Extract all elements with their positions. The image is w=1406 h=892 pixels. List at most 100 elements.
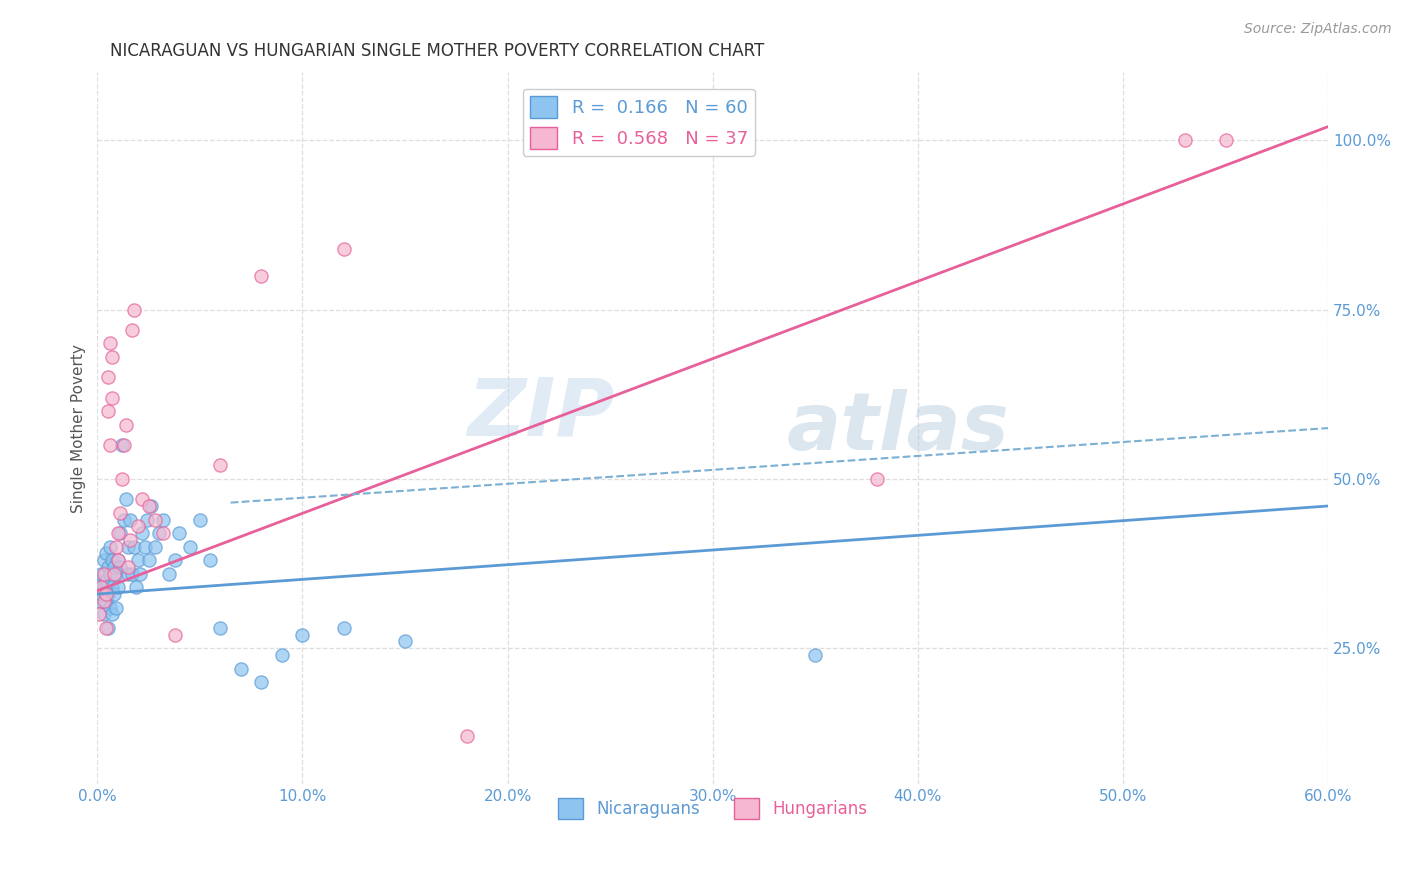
Legend: Nicaraguans, Hungarians: Nicaraguans, Hungarians <box>551 791 873 825</box>
Point <box>179 540 201 554</box>
Point <box>127 519 149 533</box>
Point <box>104 540 127 554</box>
Point <box>108 506 131 520</box>
Point <box>165 628 187 642</box>
Point <box>291 628 314 642</box>
Point <box>112 512 135 526</box>
Point <box>138 553 160 567</box>
Point <box>115 492 138 507</box>
Point <box>104 566 127 581</box>
Text: NICARAGUAN VS HUNGARIAN SINGLE MOTHER POVERTY CORRELATION CHART: NICARAGUAN VS HUNGARIAN SINGLE MOTHER PO… <box>110 42 763 60</box>
Point <box>188 512 211 526</box>
Point <box>131 526 153 541</box>
Text: Source: ZipAtlas.com: Source: ZipAtlas.com <box>1244 22 1392 37</box>
Point <box>107 526 129 541</box>
Point <box>394 634 416 648</box>
Point <box>93 607 115 622</box>
Point <box>98 336 121 351</box>
Point <box>127 553 149 567</box>
Point <box>148 526 170 541</box>
Point <box>117 540 139 554</box>
Point <box>169 526 191 541</box>
Point <box>100 607 122 622</box>
Point <box>112 438 135 452</box>
Point <box>103 566 125 581</box>
Point <box>125 580 148 594</box>
Point <box>121 566 143 581</box>
Point <box>152 512 174 526</box>
Point <box>90 566 112 581</box>
Point <box>139 499 162 513</box>
Point <box>120 512 142 526</box>
Point <box>100 553 122 567</box>
Point <box>143 540 166 554</box>
Point <box>93 594 115 608</box>
Point <box>117 566 139 581</box>
Point <box>97 404 120 418</box>
Point <box>111 472 134 486</box>
Text: ZIP: ZIP <box>467 375 614 453</box>
Point <box>271 648 294 662</box>
Point <box>89 574 111 588</box>
Point <box>107 553 129 567</box>
Point <box>90 587 112 601</box>
Point <box>129 566 152 581</box>
Point <box>94 546 117 560</box>
Point <box>108 560 131 574</box>
Point <box>135 512 157 526</box>
Point <box>117 560 139 574</box>
Point <box>89 594 111 608</box>
Point <box>103 587 125 601</box>
Point <box>152 526 174 541</box>
Point <box>100 391 122 405</box>
Point <box>165 553 187 567</box>
Point <box>456 729 478 743</box>
Point <box>134 540 156 554</box>
Point <box>94 621 117 635</box>
Point <box>332 621 354 635</box>
Point <box>97 587 120 601</box>
Point <box>121 323 143 337</box>
Point <box>229 662 252 676</box>
Point <box>124 540 146 554</box>
Point <box>124 302 146 317</box>
Point <box>804 648 827 662</box>
Point <box>138 499 160 513</box>
Point <box>198 553 221 567</box>
Point <box>209 458 232 473</box>
Point <box>1215 133 1237 147</box>
Point <box>98 438 121 452</box>
Point <box>103 560 125 574</box>
Point <box>209 621 232 635</box>
Point <box>100 350 122 364</box>
Point <box>98 540 121 554</box>
Point <box>97 370 120 384</box>
Point <box>866 472 889 486</box>
Point <box>120 533 142 547</box>
Point <box>93 553 115 567</box>
Point <box>104 600 127 615</box>
Y-axis label: Single Mother Poverty: Single Mother Poverty <box>72 343 86 513</box>
Point <box>107 580 129 594</box>
Point <box>332 242 354 256</box>
Point <box>250 675 273 690</box>
Point <box>1173 133 1195 147</box>
Point <box>100 580 122 594</box>
Point <box>143 512 166 526</box>
Point <box>94 587 117 601</box>
Point <box>107 553 129 567</box>
Point <box>94 594 117 608</box>
Point <box>131 492 153 507</box>
Point <box>98 600 121 615</box>
Point <box>115 417 138 432</box>
Point <box>94 574 117 588</box>
Point <box>108 526 131 541</box>
Point <box>157 566 180 581</box>
Text: atlas: atlas <box>786 389 1010 467</box>
Point <box>93 580 115 594</box>
Point <box>250 268 273 283</box>
Point <box>98 566 121 581</box>
Point <box>97 560 120 574</box>
Point <box>93 566 115 581</box>
Point <box>90 580 112 594</box>
